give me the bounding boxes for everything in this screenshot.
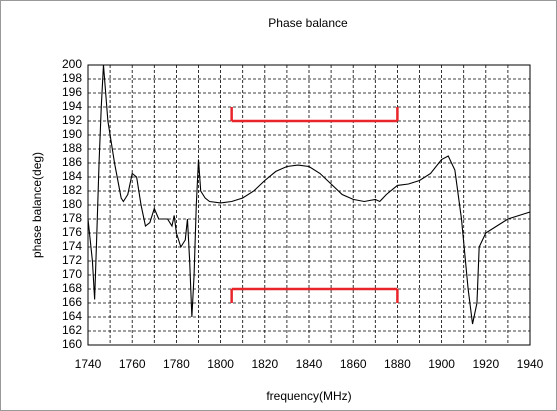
y-tick-label: 184 <box>62 169 82 183</box>
y-tick-label: 168 <box>62 281 82 295</box>
y-tick-label: 160 <box>62 337 82 351</box>
plot-border <box>87 64 531 346</box>
y-tick-label: 198 <box>62 71 82 85</box>
y-tick-label: 164 <box>62 309 82 323</box>
y-tick-label: 170 <box>62 267 82 281</box>
y-tick-label: 194 <box>62 99 82 113</box>
y-tick-label: 182 <box>62 183 82 197</box>
y-tick-label: 190 <box>62 127 82 141</box>
x-tick-label: 1760 <box>119 357 146 371</box>
x-tick-label: 1840 <box>296 357 323 371</box>
y-tick-label: 192 <box>62 113 82 127</box>
chart-title: Phase balance <box>268 16 348 30</box>
x-tick-label: 1940 <box>517 357 544 371</box>
y-tick-label: 174 <box>62 239 82 253</box>
x-axis-label: frequency(MHz) <box>266 389 351 403</box>
y-tick-label: 166 <box>62 295 82 309</box>
y-tick-label: 162 <box>62 323 82 337</box>
x-tick-label: 1780 <box>163 357 190 371</box>
x-tick-label: 1900 <box>428 357 455 371</box>
y-tick-label: 176 <box>62 225 82 239</box>
data-line <box>87 64 531 325</box>
y-tick-label: 172 <box>62 253 82 267</box>
y-tick-label: 200 <box>62 57 82 71</box>
y-tick-label: 196 <box>62 85 82 99</box>
y-tick-label: 186 <box>62 155 82 169</box>
y-tick-label: 180 <box>62 197 82 211</box>
y-tick-label: 188 <box>62 141 82 155</box>
x-tick-label: 1920 <box>472 357 499 371</box>
x-tick-label: 1800 <box>207 357 234 371</box>
y-axis-label: phase balance(deg) <box>30 152 44 258</box>
x-tick-label: 1740 <box>75 357 102 371</box>
x-tick-label: 1860 <box>340 357 367 371</box>
x-tick-label: 1880 <box>384 357 411 371</box>
x-tick-label: 1820 <box>251 357 278 371</box>
y-tick-label: 178 <box>62 211 82 225</box>
